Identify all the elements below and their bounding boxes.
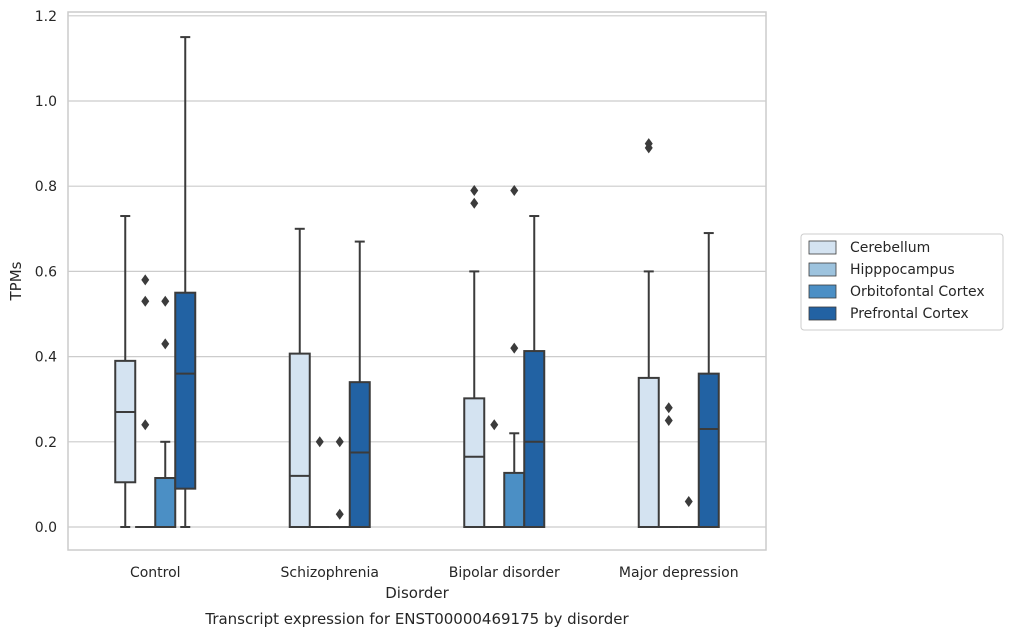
x-tick-label: Control — [130, 565, 181, 581]
outlier-point — [141, 274, 150, 286]
x-axis-label: Disorder — [385, 584, 449, 602]
box-body — [503, 471, 526, 529]
outlier-point — [315, 436, 324, 448]
legend-label: Hipppocampus — [850, 262, 955, 278]
box-body — [288, 352, 311, 529]
x-axis-ticks: Control Schizophrenia Bipolar disorder Majo… — [130, 565, 739, 581]
box-body — [154, 477, 177, 529]
box-body — [523, 350, 546, 529]
outlier-point — [141, 295, 150, 307]
outlier-point — [644, 138, 653, 150]
outlier-point — [684, 495, 693, 507]
box-groups — [114, 36, 720, 529]
outlier-point — [161, 295, 170, 307]
box-group — [463, 184, 546, 529]
outlier-point — [510, 342, 519, 354]
plot-frame — [67, 11, 767, 551]
y-axis-ticks: 0.0 0.2 0.4 0.6 0.8 1.0 1.2 — [35, 9, 57, 536]
box-body — [463, 397, 486, 528]
box-body — [114, 359, 137, 484]
box-body — [637, 376, 660, 528]
legend-frame — [800, 233, 1004, 331]
grid-lines — [68, 15, 766, 528]
y-tick-label: 1.0 — [35, 94, 57, 110]
x-tick-label: Bipolar disorder — [449, 565, 560, 581]
box-body — [697, 372, 720, 529]
y-tick-label: 0.8 — [35, 179, 57, 195]
box-group — [114, 36, 197, 529]
y-tick-label: 0.0 — [35, 520, 57, 536]
box-body — [174, 291, 197, 490]
legend-swatch — [808, 306, 837, 321]
legend-swatch — [808, 262, 837, 277]
y-axis-label: TPMs — [7, 261, 25, 301]
y-tick-label: 0.2 — [35, 435, 57, 451]
y-tick-label: 0.4 — [35, 350, 57, 366]
box-body — [348, 381, 371, 528]
legend-label: Prefrontal Cortex — [850, 306, 969, 322]
chart-caption: Transcript expression for ENST0000046917… — [204, 610, 629, 628]
legend-label: Cerebellum — [850, 240, 930, 256]
outlier-point — [161, 338, 170, 350]
legend-swatch — [808, 284, 837, 299]
outlier-point — [335, 508, 344, 520]
outlier-point — [664, 415, 673, 426]
outlier-point — [664, 402, 673, 414]
legend-swatch — [808, 240, 837, 255]
x-tick-label: Major depression — [619, 565, 739, 581]
legend: Cerebellum Hipppocampus Orbitofontal Corte… — [800, 233, 1004, 331]
outlier-point — [470, 197, 479, 209]
y-tick-label: 0.6 — [35, 264, 57, 280]
outlier-point — [141, 419, 150, 431]
box-group — [637, 138, 720, 529]
box-group — [288, 227, 371, 529]
outlier-point — [335, 436, 344, 448]
outlier-point — [510, 184, 519, 196]
x-tick-label: Schizophrenia — [281, 565, 379, 581]
y-tick-label: 1.2 — [35, 9, 57, 25]
legend-label: Orbitofontal Cortex — [850, 284, 985, 300]
outlier-point — [470, 184, 479, 196]
outlier-point — [490, 419, 499, 431]
